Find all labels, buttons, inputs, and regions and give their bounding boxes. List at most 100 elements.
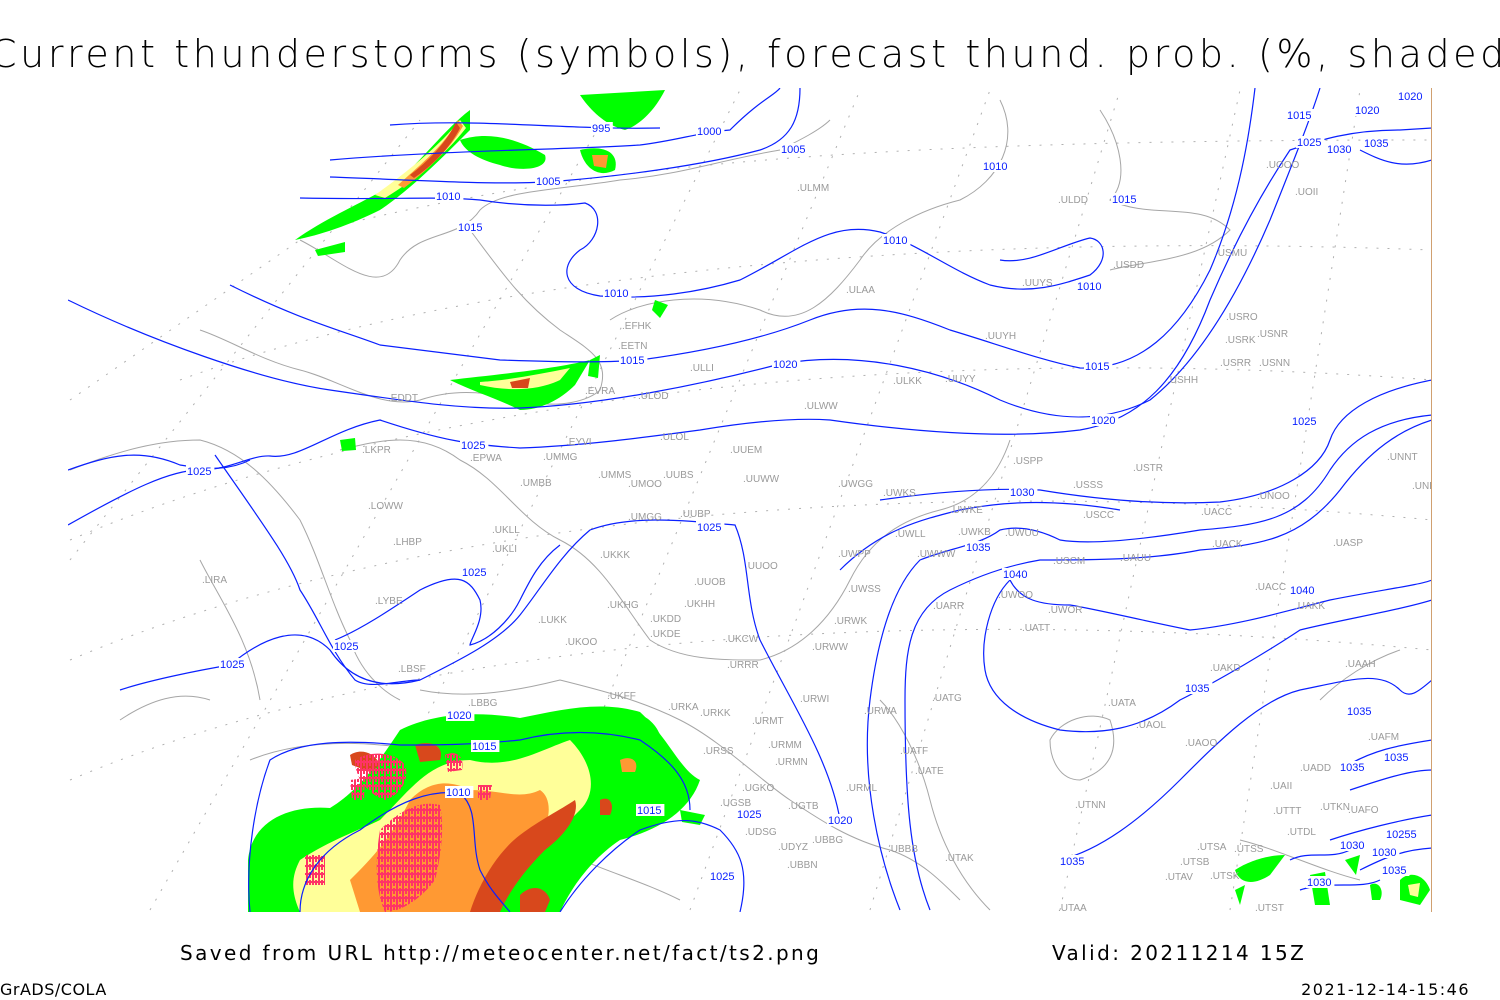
- isobar-label-background: [186, 465, 215, 477]
- isobar-label-background: [696, 521, 725, 533]
- station-label: .URMM: [768, 740, 802, 751]
- station-label: .UWGG: [838, 479, 873, 490]
- station-label: .UWUU: [1005, 528, 1039, 539]
- isobar-label-background: [1111, 193, 1140, 205]
- station-label: .UWOO: [998, 590, 1033, 601]
- isobar-label: 1030: [1340, 840, 1364, 852]
- station-label: .UMMG: [543, 452, 578, 463]
- isobar-label-background: [1184, 682, 1213, 694]
- isobar-label: 1035: [1384, 752, 1408, 764]
- station-label: .UKDE: [650, 629, 681, 640]
- station-label: .UGTB: [788, 801, 819, 812]
- isobar-label: 1035: [966, 542, 990, 554]
- station-label: .USCC: [1083, 510, 1114, 521]
- isobar-label-background: [772, 358, 801, 370]
- station-label: .EETN: [618, 341, 647, 352]
- isobar-label-background: [457, 221, 486, 233]
- isobar-label: 1025: [461, 440, 485, 452]
- station-label: .LOWW: [368, 501, 404, 512]
- isobar-label-background: [965, 541, 994, 553]
- map-title: Current thunderstorms (symbols), forecas…: [0, 32, 1500, 76]
- isobar-label-background: [471, 740, 500, 752]
- isobar-label: 1025: [220, 659, 244, 671]
- station-label: .UWKB: [958, 527, 991, 538]
- station-label: .LYBE: [375, 596, 403, 607]
- station-label: .USNN: [1259, 358, 1290, 369]
- isobar-label: 1035: [1185, 683, 1209, 695]
- station-label: .UGKO: [742, 783, 774, 794]
- isobar-label-background: [1009, 486, 1038, 498]
- station-label: .UUBP: [680, 509, 711, 520]
- isobar-label: 995: [592, 123, 610, 135]
- station-label: .UUOB: [694, 577, 726, 588]
- station-label: .USPP: [1013, 456, 1043, 467]
- station-label: .UWKE: [950, 505, 983, 516]
- isobar-label-background: [1371, 846, 1400, 858]
- isobar-label: 1015: [620, 355, 644, 367]
- isobar-label-background: [1090, 414, 1119, 426]
- station-label: .ULAA: [846, 285, 875, 296]
- station-label: .URWK: [834, 616, 867, 627]
- station-label: .UATT: [1022, 623, 1050, 634]
- isobar-label: 1025: [462, 567, 486, 579]
- station-label: .UARR: [933, 601, 964, 612]
- station-label: .URKK: [700, 708, 731, 719]
- station-label: .UATE: [915, 766, 944, 777]
- isobar-label: 1015: [1085, 361, 1109, 373]
- station-label: .UAKD: [1210, 663, 1241, 674]
- isobar-label-background: [435, 190, 464, 202]
- station-label: .UOII: [1295, 187, 1318, 198]
- station-label: .UACK: [1212, 539, 1243, 550]
- isobar-label: 1010: [1077, 281, 1101, 293]
- station-label: .UADD: [1300, 763, 1331, 774]
- isobar-label-background: [1002, 568, 1031, 580]
- station-label: .UKFF: [607, 691, 636, 702]
- isobar-label: 1030: [1307, 877, 1331, 889]
- station-label: .UTSK: [1210, 871, 1240, 882]
- isobar-label: 1015: [1112, 194, 1136, 206]
- station-label: .ULDD: [1058, 195, 1088, 206]
- isobar-label: 1040: [1290, 585, 1314, 597]
- isobar-label: 1005: [781, 144, 805, 156]
- isobar-label-background: [1296, 136, 1325, 148]
- station-label: .UKOO: [565, 637, 597, 648]
- isobar-label-background: [446, 709, 475, 721]
- station-label: .LKPR: [362, 445, 391, 456]
- isobar-label: 1015: [472, 741, 496, 753]
- station-label: .UUYS: [1022, 278, 1053, 289]
- station-label: .UMOO: [628, 479, 662, 490]
- station-label: .UNOO: [1257, 491, 1290, 502]
- isobar-label-background: [461, 566, 490, 578]
- isobar-label: 1020: [828, 815, 852, 827]
- station-label: .ULOL: [660, 432, 689, 443]
- station-label: .UTAA: [1058, 903, 1087, 914]
- isobar-label: 1020: [1091, 415, 1115, 427]
- isobar-label: 1030: [1372, 847, 1396, 859]
- isobar-label-background: [1363, 137, 1392, 149]
- isobar-label: 1025: [334, 641, 358, 653]
- isobar-label-background: [882, 234, 911, 246]
- station-label: .USRO: [1226, 312, 1258, 323]
- station-label: .UAFO: [1348, 805, 1379, 816]
- isobar-label: 1020: [1355, 105, 1379, 117]
- isobar-label: 1015: [1287, 110, 1311, 122]
- station-label: .UUOO: [745, 561, 778, 572]
- station-label: .UDYZ: [778, 842, 808, 853]
- station-label: .EYVI: [566, 437, 592, 448]
- station-label: .UAUU: [1120, 553, 1151, 564]
- isobar-label: 1005: [536, 176, 560, 188]
- station-label: .URWA: [864, 706, 897, 717]
- isobar-label: 1035: [1347, 706, 1371, 718]
- isobar-label-background: [1385, 828, 1420, 840]
- station-label: .UNNT: [1387, 452, 1418, 463]
- station-label: .USCM: [1053, 556, 1085, 567]
- isobar-label-background: [535, 175, 564, 187]
- isobar-label-background: [591, 122, 613, 134]
- isobar-label: 1020: [1398, 91, 1422, 103]
- isobar-label-background: [1084, 360, 1113, 372]
- station-label: .UUEM: [730, 445, 762, 456]
- isobar-label-background: [709, 870, 738, 882]
- station-label: .ULOD: [638, 391, 669, 402]
- station-label: .UTNN: [1075, 800, 1106, 811]
- station-label: .UACC: [1201, 507, 1232, 518]
